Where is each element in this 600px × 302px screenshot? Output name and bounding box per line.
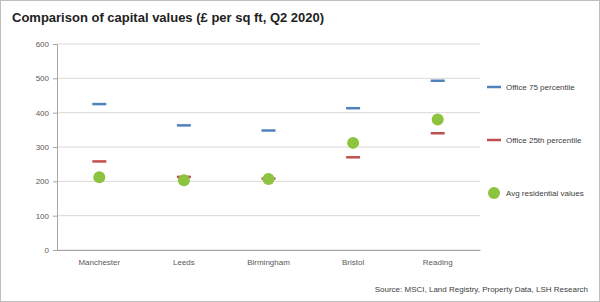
grid-line [57,147,480,148]
x-axis-line [58,250,481,251]
chart: Comparison of capital values (£ per sq f… [0,0,600,302]
x-tick-label: Leeds [173,258,195,267]
y-tick-label: 400 [36,109,50,118]
x-tick: Leeds [173,250,195,267]
y-tick: 100 [36,212,57,221]
dash [92,160,106,163]
legend: Office 75 percentile Office 25th percenti… [487,83,584,199]
x-tick: Manchester [78,250,120,267]
legend-symbol [487,86,501,89]
y-tick-label: 300 [36,143,50,152]
y-axis: 0 100 200 300 400 500 600 [36,40,58,255]
frame [1,1,600,302]
y-tick: 500 [36,74,57,83]
y-tick-label: 100 [36,212,50,221]
grid-line [57,250,480,251]
y-tick-mark [53,78,57,79]
legend-symbol [488,187,500,199]
grid-line [57,78,480,79]
x-tick: Bristol [342,250,364,267]
dash [262,129,276,132]
series [92,133,444,178]
y-tick-mark [53,250,57,251]
grid-line [57,215,480,216]
y-axis-line [53,45,58,251]
series [93,114,443,187]
dash [177,124,191,127]
y-tick-label: 200 [36,177,50,186]
x-tick: Reading [423,250,453,267]
y-tick-mark [53,181,57,182]
y-tick-label: 600 [36,40,50,49]
y-tick-mark [53,216,57,217]
dash [92,103,106,106]
grid-line [57,44,480,45]
y-tick: 300 [36,143,57,152]
dash [346,156,360,159]
x-axis: Manchester Leeds Birmingham Bristol Reading [58,250,481,267]
grid-line [57,112,480,113]
y-tick-label: 0 [45,246,50,255]
point [178,174,190,186]
point [432,114,444,126]
y-tick-mark [53,113,57,114]
x-tick: Birmingham [247,250,290,267]
series [92,81,444,131]
y-tick: 400 [36,109,57,118]
x-tick-label: Bristol [342,258,364,267]
y-tick: 200 [36,177,57,186]
dash [431,132,445,135]
point [263,173,275,185]
legend-symbol [487,139,501,142]
grid [57,44,480,250]
x-tick-label: Reading [423,258,453,267]
point [93,171,105,183]
x-tick-label: Birmingham [247,258,290,267]
legend-label: Office 75 percentile [506,83,575,92]
dash [431,79,445,82]
y-tick: 0 [45,246,57,255]
x-tick-label: Manchester [78,258,120,267]
legend-label: Avg residential values [506,189,584,198]
y-tick-mark [53,147,57,148]
y-tick-mark [53,44,57,45]
point [347,137,359,149]
source: Source: MSCI, Land Registry, Property Da… [375,285,588,294]
marks [92,81,444,187]
y-tick: 600 [36,40,57,49]
legend-label: Office 25th percentile [506,136,582,145]
dash [346,107,360,110]
title: Comparison of capital values (£ per sq f… [12,10,324,25]
y-tick-label: 500 [36,74,50,83]
